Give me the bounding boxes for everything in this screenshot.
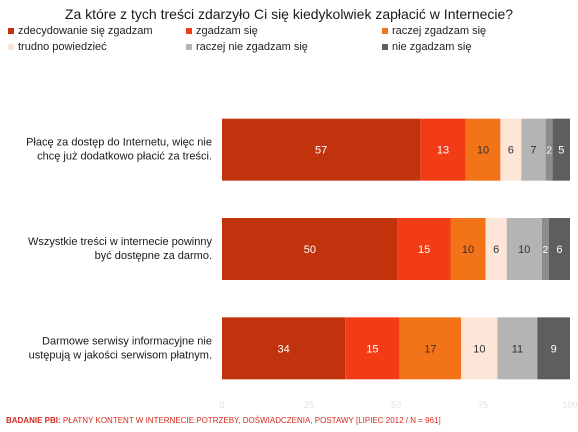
footer-source-text: PŁATNY KONTENT W INTERNECIE:POTRZEBY, DO… <box>60 416 441 425</box>
bar-segment-3-2 <box>345 317 400 380</box>
category-label-2-line-1: Wszystkie treści w internecie powinny <box>28 236 213 248</box>
category-label-1-line-1: Płacę za dostęp do Internetu, więc nie <box>26 137 212 149</box>
data-label-2-6: 2 <box>543 245 549 256</box>
legend-label-raczej-zgadzam-sie: raczej zgadzam się <box>392 25 486 37</box>
bar-segment-2-2 <box>397 218 451 280</box>
data-label-3-4: 10 <box>473 343 485 355</box>
legend-label-nie-zgadzam-sie: nie zgadzam się <box>392 41 472 53</box>
data-label-2-7: 6 <box>556 244 562 256</box>
x-tick-label-4: 75 <box>478 400 488 410</box>
data-label-2-3: 10 <box>462 244 474 256</box>
bar-segment-3-5 <box>497 317 538 380</box>
bar-segment-1-6 <box>545 118 553 181</box>
bar-segment-3-1 <box>222 317 346 380</box>
legend-swatch-raczej-nie-zgadzam-sie <box>186 44 192 50</box>
bar-segment-2-1 <box>222 218 398 280</box>
x-tick-label-5: 100 <box>562 400 577 410</box>
data-label-1-5: 7 <box>530 145 536 157</box>
bar-segment-2-7 <box>548 218 570 280</box>
data-label-1-7: 5 <box>558 145 564 157</box>
data-label-3-2: 15 <box>366 343 378 355</box>
data-label-1-1: 57 <box>315 145 327 157</box>
legend-swatch-zdecydowanie-sie-zgadzam <box>8 28 14 34</box>
source-footer: BADANIE PBI: PŁATNY KONTENT W INTERNECIE… <box>6 416 441 425</box>
x-tick-label-1: 0 <box>219 400 224 410</box>
data-label-3-6: 9 <box>551 343 557 355</box>
data-label-1-3: 10 <box>477 145 489 157</box>
data-label-2-5: 10 <box>518 244 530 256</box>
category-label-3-line-1: Darmowe serwisy informacyjne nie <box>42 335 212 347</box>
data-label-1-4: 6 <box>508 145 514 157</box>
legend-label-zdecydowanie-sie-zgadzam: zdecydowanie się zgadzam <box>18 25 153 37</box>
bar-segment-3-4 <box>461 317 498 380</box>
data-label-2-1: 50 <box>304 244 316 256</box>
chart-title: Za które z tych treści zdarzyło Ci się k… <box>64 6 514 22</box>
bar-segment-1-7 <box>552 118 570 181</box>
category-label-3-line-2: ustępują w jakości serwisom płatnym. <box>29 349 212 361</box>
data-label-2-2: 15 <box>418 244 430 256</box>
bar-segment-1-1 <box>222 118 421 181</box>
data-label-2-4: 6 <box>493 244 499 256</box>
bar-segment-1-4 <box>500 118 522 181</box>
data-label-3-3: 17 <box>424 343 436 355</box>
data-label-1-2: 13 <box>437 145 449 157</box>
data-label-3-5: 11 <box>512 343 523 355</box>
footer-source-label: BADANIE PBI: <box>6 416 61 425</box>
legend-swatch-nie-zgadzam-sie <box>382 44 388 50</box>
category-label-2-line-2: być dostępne za darmo. <box>95 250 212 262</box>
x-tick-label-3: 50 <box>391 400 401 410</box>
legend-label-trudno-powiedziec: trudno powiedzieć <box>18 41 107 53</box>
category-label-1-line-2: chcę już dodatkowo płacić za treści. <box>37 151 212 163</box>
bar-segment-1-3 <box>465 118 501 181</box>
bar-segment-2-3 <box>450 218 486 280</box>
legend-swatch-raczej-zgadzam-sie <box>382 28 388 34</box>
legend-swatch-trudno-powiedziec <box>8 44 14 50</box>
bar-segment-1-5 <box>521 118 546 181</box>
data-label-3-1: 34 <box>278 343 290 355</box>
bar-segment-2-6 <box>541 218 549 280</box>
bar-segment-2-4 <box>485 218 507 280</box>
bar-segment-3-3 <box>399 317 462 380</box>
data-label-1-6: 2 <box>546 146 552 157</box>
bar-segment-3-6 <box>537 317 570 380</box>
x-tick-label-2: 25 <box>304 400 314 410</box>
bar-segment-1-2 <box>420 118 466 181</box>
legend-label-zgadzam-sie: zgadzam się <box>196 25 258 37</box>
legend-swatch-zgadzam-sie <box>186 28 192 34</box>
legend-label-raczej-nie-zgadzam-sie: raczej nie zgadzam się <box>196 41 308 53</box>
bar-segment-2-5 <box>506 218 542 280</box>
